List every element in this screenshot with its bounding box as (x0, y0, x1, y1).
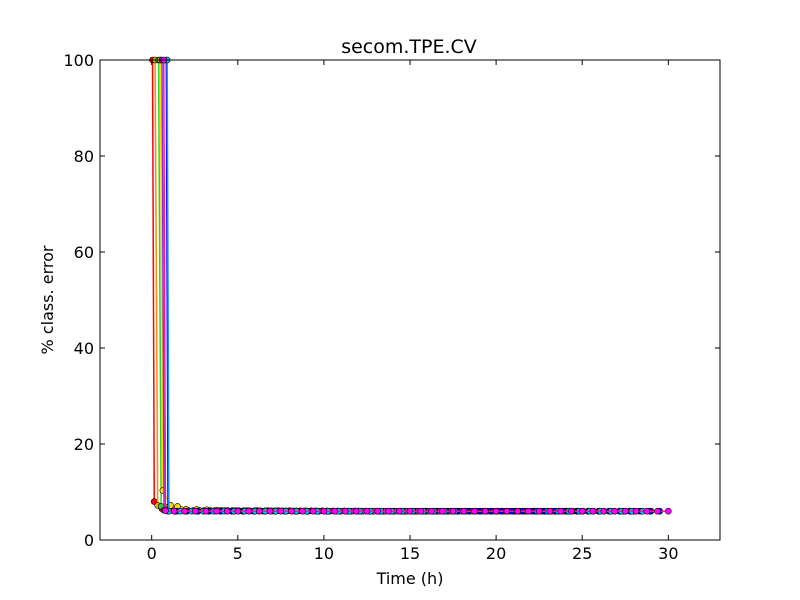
tick-layer: 0 5 10 15 20 25 30 0 20 40 60 80 100 (63, 51, 720, 563)
y-tick-label: 20 (74, 435, 94, 454)
series-point (245, 507, 252, 515)
series-point (202, 507, 210, 515)
series-point (546, 507, 554, 515)
chart-title: secom.TPE.CV (341, 36, 477, 58)
series-point (342, 507, 349, 515)
series-point (352, 507, 360, 515)
series-point (374, 507, 382, 515)
series-point (525, 507, 532, 515)
series-point (665, 507, 672, 515)
series-point (503, 507, 511, 515)
series-point (535, 507, 543, 515)
x-tick-label: 15 (400, 544, 420, 563)
series-point (600, 507, 608, 515)
series-point (438, 507, 446, 515)
series-point (191, 507, 199, 515)
series-point (471, 507, 478, 515)
y-tick-label: 40 (74, 339, 94, 358)
series-point (288, 507, 295, 515)
series-point (331, 507, 338, 515)
series-point (385, 507, 392, 515)
x-tick-label: 0 (147, 544, 157, 563)
x-axis-label: Time (h) (376, 569, 444, 588)
series-point (256, 507, 263, 515)
series-point (621, 507, 629, 515)
series-point (299, 507, 306, 515)
series-point (266, 507, 274, 515)
series-point (320, 507, 328, 515)
x-tick-label: 10 (314, 544, 334, 563)
series-point (417, 507, 425, 515)
series-point (492, 507, 500, 515)
series-point (234, 507, 242, 515)
series-point (643, 507, 651, 515)
series-point (460, 507, 468, 515)
series-point (568, 507, 575, 515)
series-point (162, 507, 169, 515)
series-point (589, 507, 597, 515)
y-axis-label: % class. error (38, 245, 57, 354)
series-7 (160, 56, 672, 515)
x-tick-label: 20 (486, 544, 506, 563)
plot-frame (99, 59, 721, 541)
series-point (632, 507, 640, 515)
y-tick-label: 0 (84, 531, 94, 550)
series-point (557, 507, 564, 515)
series-point (449, 507, 457, 515)
x-tick-label: 5 (233, 544, 243, 563)
x-tick-label: 30 (658, 544, 678, 563)
series-point (170, 507, 178, 515)
series-layer (149, 56, 672, 515)
series-point (654, 507, 661, 515)
series-point (363, 507, 371, 515)
series-point (611, 507, 618, 515)
series-point (277, 507, 285, 515)
y-tick-label: 80 (74, 147, 94, 166)
series-point (428, 507, 435, 515)
series-point (213, 507, 220, 515)
series-point (578, 507, 586, 515)
series-point (406, 507, 414, 515)
series-point (395, 507, 403, 515)
series-point (514, 507, 521, 515)
x-tick-label: 25 (572, 544, 592, 563)
series-point (309, 507, 317, 515)
series-point (223, 507, 231, 515)
y-tick-label: 60 (74, 243, 94, 262)
y-tick-label: 100 (63, 51, 94, 70)
series-point (181, 507, 188, 515)
series-point (482, 507, 489, 515)
